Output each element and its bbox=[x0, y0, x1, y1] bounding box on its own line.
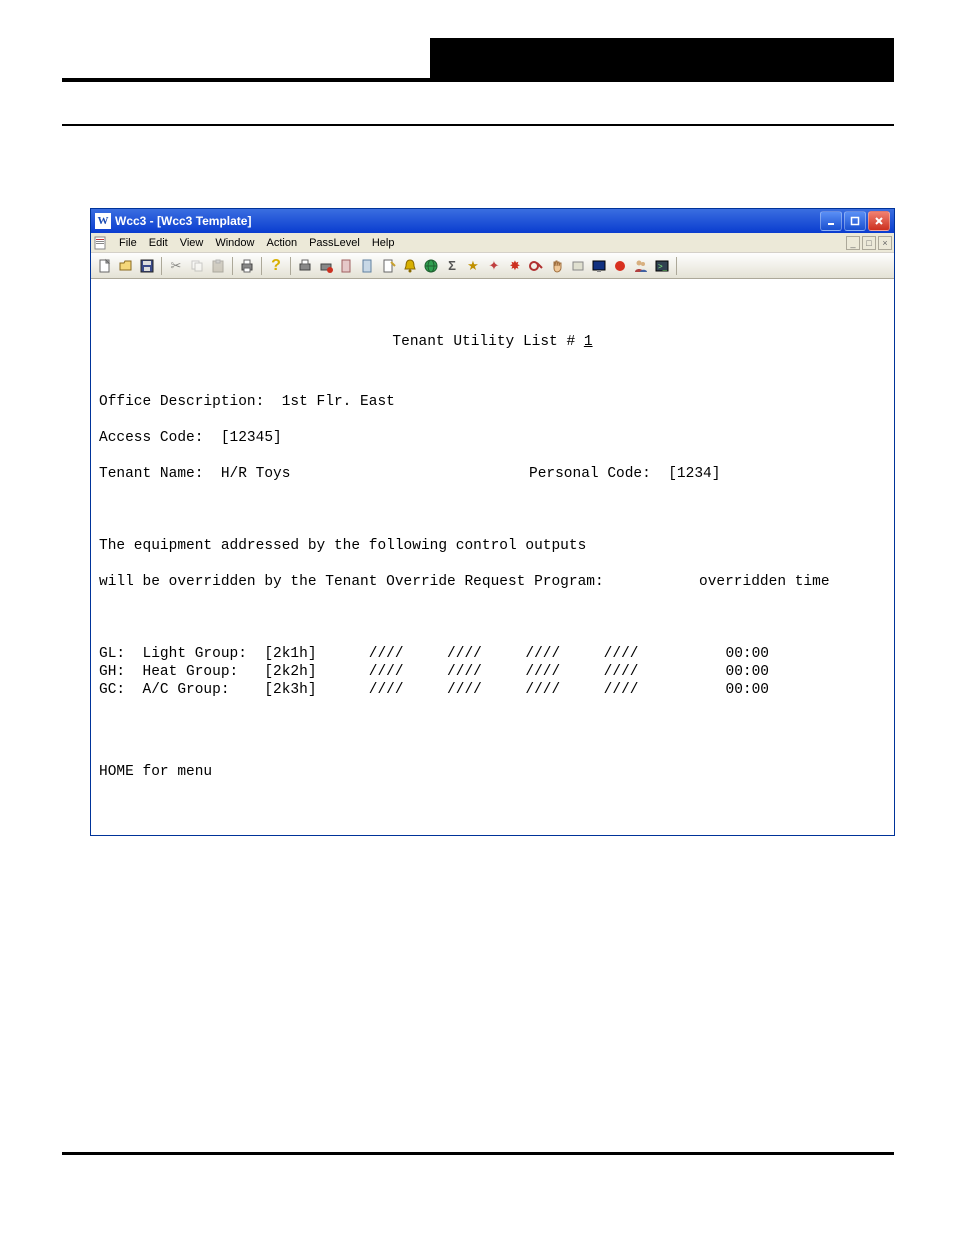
equipment-note-line1: The equipment addressed by the following… bbox=[99, 537, 886, 555]
mdi-close-button[interactable]: × bbox=[878, 236, 892, 250]
cut-icon[interactable]: ✂ bbox=[166, 256, 186, 276]
group-row: GC: A/C Group: [2k3h] //// //// //// ///… bbox=[99, 681, 886, 699]
mdi-minimize-button[interactable]: _ bbox=[846, 236, 860, 250]
equipment-note-line2: will be overridden by the Tenant Overrid… bbox=[99, 574, 604, 590]
tenant-label: Tenant Name: bbox=[99, 466, 221, 482]
bell-icon[interactable] bbox=[400, 256, 420, 276]
tenant-value: H/R Toys bbox=[221, 466, 291, 482]
app-logo-icon: W bbox=[95, 213, 111, 229]
rule-mid bbox=[62, 124, 894, 126]
mdi-document-icon bbox=[93, 236, 109, 250]
page-title-number: 1 bbox=[584, 334, 593, 350]
page-title: Tenant Utility List # 1 bbox=[99, 333, 886, 351]
rule-bottom bbox=[62, 1152, 894, 1155]
access-label: Access Code: bbox=[99, 430, 221, 446]
table-icon[interactable]: Σ bbox=[442, 256, 462, 276]
footer-note: HOME for menu bbox=[99, 763, 886, 781]
toolbar-separator bbox=[261, 257, 262, 275]
print-icon[interactable] bbox=[237, 256, 257, 276]
print-setup-a-icon[interactable] bbox=[295, 256, 315, 276]
page-b-icon[interactable] bbox=[358, 256, 378, 276]
toolbar-separator bbox=[232, 257, 233, 275]
menu-view[interactable]: View bbox=[174, 235, 210, 251]
page-title-prefix: Tenant Utility List # bbox=[392, 334, 583, 350]
toolbar-separator bbox=[676, 257, 677, 275]
equipment-note-line2-row: will be overridden by the Tenant Overrid… bbox=[99, 573, 886, 591]
office-label: Office Description: bbox=[99, 394, 282, 410]
groups-container: GL: Light Group: [2k1h] //// //// //// /… bbox=[99, 645, 886, 699]
content-area: Tenant Utility List # 1 Office Descripti… bbox=[91, 279, 894, 835]
box-icon[interactable] bbox=[568, 256, 588, 276]
open-file-icon[interactable] bbox=[116, 256, 136, 276]
rule-top bbox=[62, 78, 894, 82]
mdi-restore-button[interactable]: □ bbox=[862, 236, 876, 250]
colorstar-icon[interactable]: ✸ bbox=[505, 256, 525, 276]
menu-window[interactable]: Window bbox=[209, 235, 260, 251]
menu-action[interactable]: Action bbox=[260, 235, 303, 251]
menu-passlevel[interactable]: PassLevel bbox=[303, 235, 366, 251]
close-button[interactable] bbox=[868, 211, 890, 231]
menubar: File Edit View Window Action PassLevel H… bbox=[91, 233, 894, 253]
copy-icon[interactable] bbox=[187, 256, 207, 276]
maximize-button[interactable] bbox=[844, 211, 866, 231]
terminal-icon[interactable]: >_ bbox=[652, 256, 672, 276]
window-titlebar: W Wcc3 - [Wcc3 Template] bbox=[91, 209, 894, 233]
help-icon[interactable]: ? bbox=[266, 256, 286, 276]
personal-label: Personal Code: bbox=[529, 466, 668, 482]
header-black-box bbox=[430, 38, 894, 78]
menu-edit[interactable]: Edit bbox=[143, 235, 174, 251]
office-value: 1st Flr. East bbox=[282, 394, 395, 410]
menu-file[interactable]: File bbox=[113, 235, 143, 251]
page-a-icon[interactable] bbox=[337, 256, 357, 276]
access-value[interactable]: [12345] bbox=[221, 430, 282, 446]
toolbar: ✂ ? Σ ★ ✦ ✸ >_ bbox=[91, 253, 894, 279]
group-row: GL: Light Group: [2k1h] //// //// //// /… bbox=[99, 645, 886, 663]
minimize-button[interactable] bbox=[820, 211, 842, 231]
people-icon[interactable] bbox=[631, 256, 651, 276]
window-title: Wcc3 - [Wcc3 Template] bbox=[115, 214, 251, 228]
save-file-icon[interactable] bbox=[137, 256, 157, 276]
sparkle-icon[interactable]: ✦ bbox=[484, 256, 504, 276]
app-window: W Wcc3 - [Wcc3 Template] File Edit View … bbox=[90, 208, 895, 836]
group-row: GH: Heat Group: [2k2h] //// //// //// //… bbox=[99, 663, 886, 681]
office-description-row: Office Description: 1st Flr. East bbox=[99, 393, 886, 411]
paste-icon[interactable] bbox=[208, 256, 228, 276]
disconnect-icon[interactable] bbox=[526, 256, 546, 276]
menu-help[interactable]: Help bbox=[366, 235, 401, 251]
personal-value[interactable]: [1234] bbox=[668, 466, 720, 482]
hand-icon[interactable] bbox=[547, 256, 567, 276]
print-setup-b-icon[interactable] bbox=[316, 256, 336, 276]
access-code-row: Access Code: [12345] bbox=[99, 429, 886, 447]
overridden-time-header: overridden time bbox=[699, 574, 830, 590]
edit-doc-icon[interactable] bbox=[379, 256, 399, 276]
record-dot-icon[interactable] bbox=[610, 256, 630, 276]
toolbar-separator bbox=[290, 257, 291, 275]
monitor-blue-icon[interactable] bbox=[589, 256, 609, 276]
star-icon[interactable]: ★ bbox=[463, 256, 483, 276]
tenant-row: Tenant Name: H/R Toys Personal Code: [123… bbox=[99, 465, 886, 483]
globe-icon[interactable] bbox=[421, 256, 441, 276]
new-file-icon[interactable] bbox=[95, 256, 115, 276]
toolbar-separator bbox=[161, 257, 162, 275]
svg-text:>_: >_ bbox=[658, 262, 668, 271]
